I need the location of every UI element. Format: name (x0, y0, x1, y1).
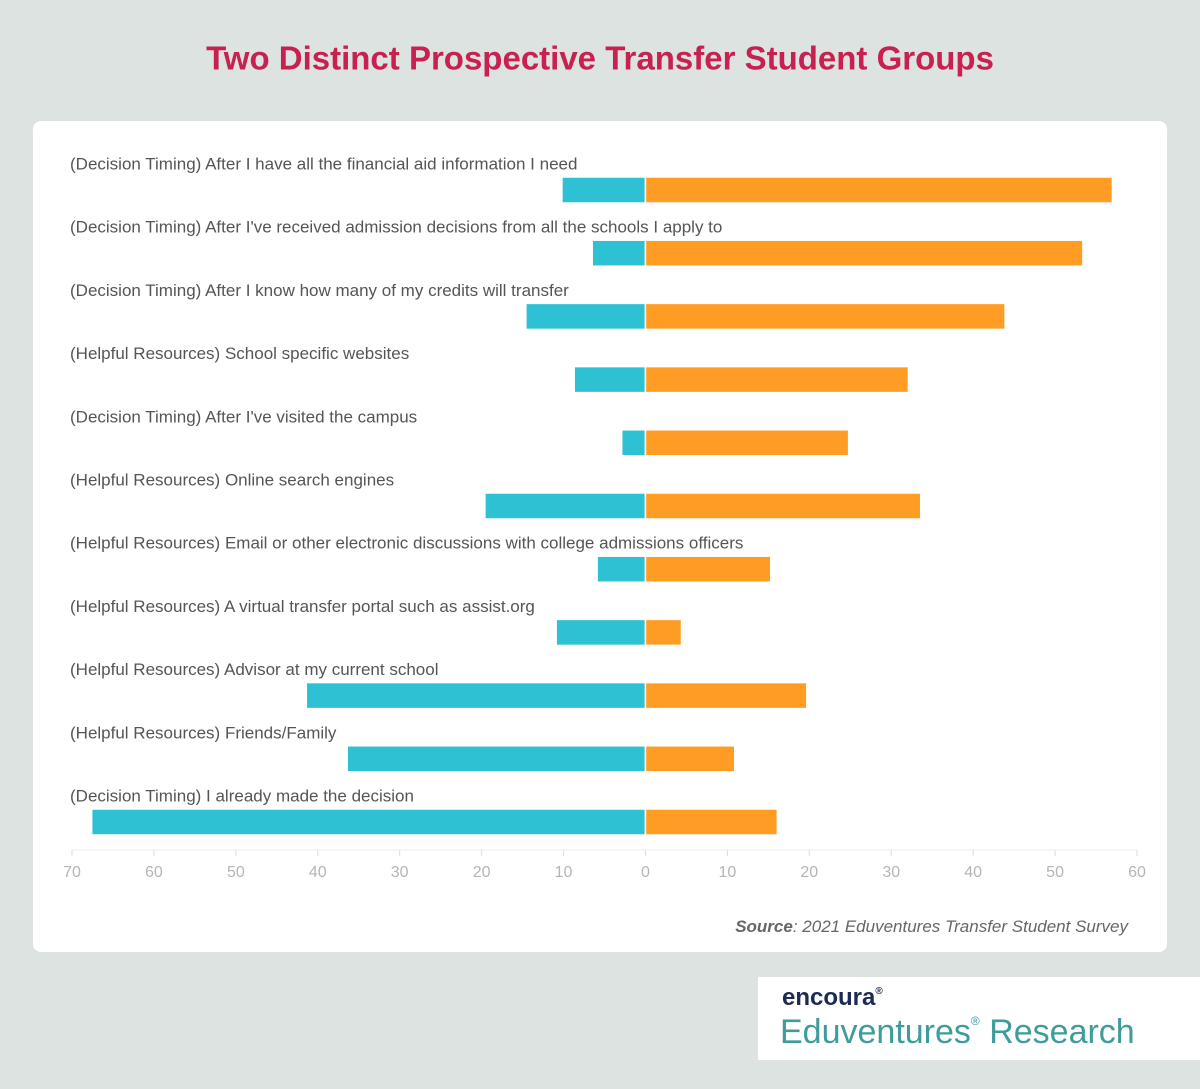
category-label: (Helpful Resources) A virtual transfer p… (70, 597, 535, 616)
x-tick-label: 50 (1046, 864, 1064, 881)
x-tick-label: 0 (641, 864, 650, 881)
category-label: (Helpful Resources) Friends/Family (70, 723, 337, 742)
x-tick-label: 70 (63, 864, 81, 881)
bar (90, 808, 647, 836)
source-text: : 2021 Eduventures Transfer Student Surv… (793, 917, 1130, 936)
category-label: (Decision Timing) After I've received ad… (70, 218, 722, 237)
bar (596, 555, 647, 583)
x-tick-label: 10 (718, 864, 736, 881)
x-tick-label: 10 (555, 864, 573, 881)
bar (525, 302, 647, 331)
bar (644, 618, 683, 647)
x-tick-label: 50 (227, 864, 245, 881)
bar (644, 239, 1084, 267)
logo-name-mark: ® (971, 1014, 980, 1028)
x-tick-label: 40 (309, 864, 327, 881)
bar (644, 176, 1114, 204)
bar (644, 492, 922, 520)
logo-suffix: Research (980, 1013, 1135, 1051)
bar (555, 618, 647, 647)
category-label: (Decision Timing) I already made the dec… (70, 786, 414, 805)
x-tick-label: 20 (800, 864, 818, 881)
logo-brand-text: encoura (782, 984, 876, 1011)
logo-name-text: Eduventures (780, 1013, 971, 1051)
x-tick-label: 20 (473, 864, 491, 881)
logo-box (758, 977, 1200, 1060)
x-tick-label: 60 (1128, 864, 1146, 881)
bar (644, 808, 779, 836)
logo-brand-mark: ® (875, 986, 883, 997)
category-label: (Helpful Resources) Online search engine… (70, 470, 394, 489)
bar (644, 365, 910, 394)
category-label: (Decision Timing) After I know how many … (70, 281, 569, 300)
category-label: (Helpful Resources) Advisor at my curren… (70, 660, 438, 679)
bar (573, 365, 647, 394)
source-label: Source (735, 917, 793, 936)
x-tick-label: 30 (391, 864, 409, 881)
bar (644, 555, 772, 583)
category-label: (Decision Timing) After I have all the f… (70, 154, 577, 173)
x-tick-label: 30 (882, 864, 900, 881)
chart-title: Two Distinct Prospective Transfer Studen… (206, 40, 994, 77)
bar (644, 745, 736, 773)
bar (644, 681, 808, 710)
bar (561, 176, 647, 204)
plot: 70 60 50 40 30 20 10 0 10 20 30 40 50 60 (Decision Tim… (63, 154, 1146, 881)
category-label: (Helpful Resources) School specific webs… (70, 344, 409, 363)
x-tick-label: 40 (964, 864, 982, 881)
source-note: Source: 2021 Eduventures Transfer Studen… (735, 917, 1129, 936)
logo-brand: encoura® (782, 984, 883, 1011)
x-tick-label: 60 (145, 864, 163, 881)
bar (644, 302, 1006, 331)
bar (346, 745, 647, 773)
bar (644, 429, 850, 457)
bar (591, 239, 647, 267)
logo-name: Eduventures® Research (780, 1013, 1135, 1051)
category-label: (Helpful Resources) Email or other elect… (70, 534, 743, 553)
category-label: (Decision Timing) After I've visited the… (70, 407, 417, 426)
bar (305, 681, 647, 710)
bar (620, 429, 647, 457)
bar (484, 492, 647, 520)
